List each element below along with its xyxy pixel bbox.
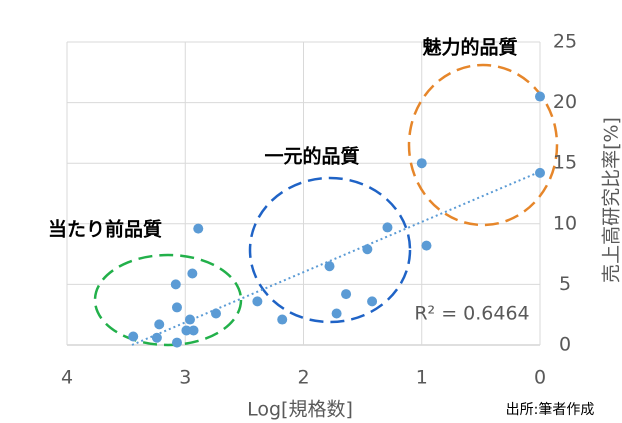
y-tick-label: 5 [559, 273, 571, 295]
point [331, 308, 342, 319]
point [151, 332, 162, 343]
point [171, 302, 182, 313]
point [421, 240, 432, 251]
r-squared: R² = 0.6464 [414, 303, 529, 325]
point [188, 325, 199, 336]
point [535, 91, 545, 102]
annotation: 当たり前品質 [48, 218, 162, 241]
source: 出所:筆者作成 [506, 402, 595, 418]
point [382, 222, 393, 233]
point [362, 244, 373, 255]
point [210, 308, 221, 319]
point [154, 319, 165, 330]
ellipse-green [93, 253, 243, 347]
annotation: 魅力的品質 [422, 36, 517, 59]
x-tick-label: 0 [534, 367, 546, 389]
ellipse-blue [248, 176, 412, 324]
point [535, 167, 545, 178]
point [341, 289, 352, 300]
point [324, 261, 335, 272]
y-tick-label: 15 [553, 152, 577, 174]
point [187, 268, 198, 279]
y-tick-label: 20 [553, 91, 577, 113]
y-tick-label: 25 [553, 31, 577, 53]
y-axis-label: 売上高研究比率[%] [601, 117, 622, 283]
trendline [131, 170, 541, 346]
point [181, 325, 192, 336]
point [170, 279, 181, 290]
point [416, 158, 427, 169]
x-axis-label: Log[規格数] [247, 399, 353, 421]
y-tick-label: 0 [559, 334, 571, 356]
x-tick-label: 3 [179, 367, 191, 389]
point [277, 314, 288, 325]
annotation: 一元的品質 [264, 145, 359, 168]
x-tick-label: 4 [61, 367, 73, 389]
point [252, 296, 263, 307]
x-tick-label: 2 [297, 367, 309, 389]
point [128, 331, 139, 342]
ellipse-orange [407, 63, 559, 227]
y-tick-label: 10 [553, 212, 577, 234]
point [193, 223, 204, 234]
point [367, 296, 378, 307]
x-tick-label: 1 [416, 367, 428, 389]
point [171, 337, 182, 348]
point [184, 314, 195, 325]
